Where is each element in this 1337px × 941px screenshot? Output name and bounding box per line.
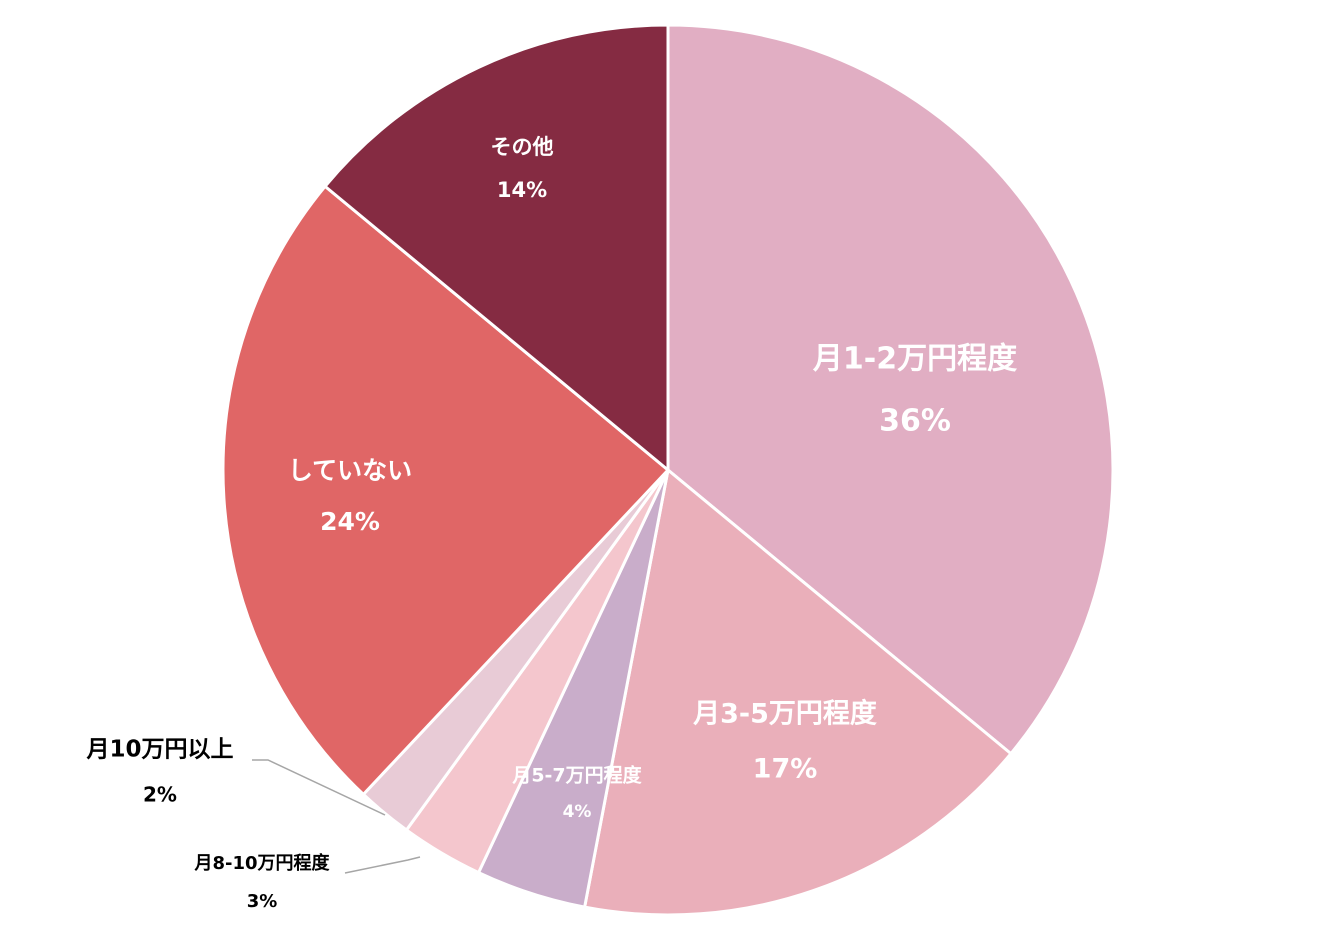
pie-slice: [221, 184, 671, 797]
slice-category-label: 月1-2万円程度: [813, 342, 1017, 377]
slice-category-label: 月10万円以上: [85, 737, 233, 763]
slice-category-label: 月8-10万円程度: [193, 852, 330, 874]
pie-slices: [221, 23, 1115, 917]
leader-line: [344, 856, 421, 874]
slice-percent-label: 14%: [497, 178, 547, 202]
slice-category-label: 月3-5万円程度: [692, 698, 877, 730]
slice-category-label: していない: [288, 456, 412, 485]
leader-line: [252, 759, 386, 816]
slice-category-label: その他: [491, 135, 554, 159]
slice-percent-label: 17%: [753, 754, 818, 785]
data-labels: 月1-2万円程度 36% 月3-5万円程度 17% 月5-7万円程度 4% 月8-10万円程…: [85, 135, 1017, 912]
slice-percent-label: 36%: [879, 404, 951, 439]
pie-slice: [582, 467, 1013, 917]
slice-percent-label: 24%: [320, 507, 380, 536]
pie-slice: [323, 23, 670, 474]
slice-percent-label: 2%: [143, 783, 177, 807]
slice-percent-label: 4%: [563, 802, 592, 822]
slice-category-label: 月5-7万円程度: [511, 764, 642, 787]
leader-lines: [252, 759, 421, 874]
slice-percent-label: 3%: [247, 891, 278, 912]
pie-slice: [666, 23, 1115, 756]
